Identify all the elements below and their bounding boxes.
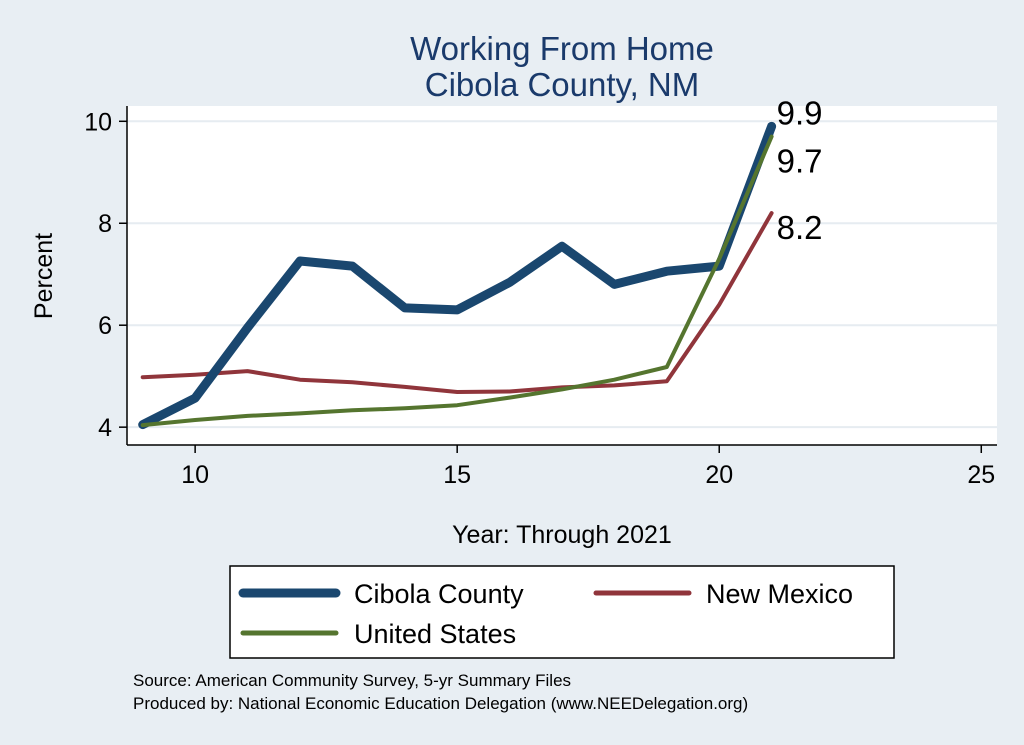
chart-title-line-2: Cibola County, NM [425, 66, 700, 103]
end-label-cibola-county: 9.9 [777, 94, 823, 131]
y-tick-label-8: 8 [98, 210, 112, 238]
x-tick-label-15: 15 [443, 461, 471, 489]
end-label-united-states: 9.7 [777, 143, 823, 180]
legend: Cibola County New Mexico United States [230, 566, 894, 658]
legend-label-cibola-county: Cibola County [354, 579, 524, 609]
x-tick-label-25: 25 [967, 461, 995, 489]
y-axis-title: Percent [30, 233, 58, 319]
legend-label-new-mexico: New Mexico [706, 579, 853, 609]
line-chart: Working From Home Cibola County, NM 9.9 8… [0, 0, 1024, 745]
end-labels: 9.9 8.2 9.7 [777, 94, 823, 246]
end-label-new-mexico: 8.2 [777, 209, 823, 246]
y-tick-label-6: 6 [98, 312, 112, 340]
y-tick-label-4: 4 [98, 414, 112, 442]
x-axis-title: Year: Through 2021 [452, 521, 672, 549]
x-tick-label-20: 20 [705, 461, 733, 489]
x-axis-ticks: 10 15 20 25 [181, 445, 995, 489]
y-tick-label-10: 10 [84, 108, 112, 136]
produced-by-note: Produced by: National Economic Education… [133, 694, 748, 713]
chart-title-line-1: Working From Home [410, 30, 714, 67]
source-note: Source: American Community Survey, 5-yr … [133, 671, 571, 690]
plot-area [127, 106, 997, 445]
x-tick-label-10: 10 [181, 461, 209, 489]
legend-label-united-states: United States [354, 619, 516, 649]
y-axis-ticks: 4 6 8 10 [84, 108, 127, 442]
